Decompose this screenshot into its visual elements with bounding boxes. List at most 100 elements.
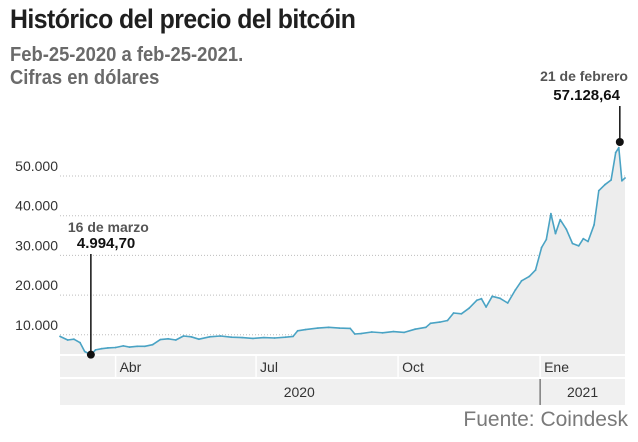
- price-point: [107, 347, 109, 349]
- year-label: 2020: [284, 384, 315, 400]
- price-point: [414, 328, 416, 331]
- chart-subtitle-date-range: Feb-25-2020 a feb-25-2021.: [10, 44, 244, 66]
- price-point: [353, 333, 356, 335]
- price-point: [624, 177, 626, 179]
- price-point: [491, 295, 494, 298]
- price-point: [360, 332, 362, 335]
- price-point: [144, 345, 146, 348]
- price-point: [151, 343, 154, 346]
- price-point: [621, 179, 623, 182]
- price-point: [174, 339, 177, 341]
- price-point: [403, 331, 406, 334]
- chart-title: Histórico del precio del bitcóin: [10, 4, 356, 34]
- price-point: [252, 337, 254, 340]
- month-tick-label: Oct: [402, 359, 424, 375]
- x-axis: Abr Jul Oct Ene 2020 2021: [114, 356, 598, 405]
- annotation-value-label: 57.128,64: [553, 87, 620, 104]
- price-point: [219, 335, 222, 337]
- price-point: [438, 321, 441, 323]
- price-point: [429, 322, 432, 325]
- price-point: [230, 336, 233, 339]
- price-point: [520, 279, 523, 282]
- annotation-marker: [86, 350, 95, 359]
- price-point: [262, 336, 265, 339]
- annotation-date-label: 21 de febrero: [540, 68, 628, 84]
- month-axis-band: [60, 356, 625, 377]
- price-point: [128, 346, 131, 348]
- month-tick-label: Abr: [120, 359, 142, 375]
- price-point: [460, 312, 463, 315]
- price-point: [392, 330, 395, 333]
- price-point: [610, 179, 612, 181]
- price-point: [499, 297, 501, 300]
- price-point: [114, 346, 117, 349]
- price-point: [528, 275, 531, 278]
- year-label: 2021: [567, 384, 598, 400]
- price-point: [425, 326, 427, 329]
- price-point: [587, 240, 589, 243]
- price-point: [370, 331, 373, 333]
- price-point: [593, 223, 595, 226]
- price-point: [182, 335, 185, 337]
- y-tick-label: 40.000: [15, 198, 58, 214]
- price-point: [304, 328, 307, 331]
- price-point: [604, 183, 606, 186]
- price-point: [577, 245, 580, 247]
- price-point: [85, 351, 88, 354]
- price-point: [316, 327, 319, 329]
- source-note: Fuente: Coindesk: [463, 408, 628, 431]
- price-point: [468, 307, 470, 310]
- price-point: [159, 338, 162, 341]
- price-point: [485, 306, 487, 308]
- month-tick-label: Ene: [544, 359, 569, 375]
- price-point: [446, 319, 449, 322]
- price-point: [100, 347, 103, 350]
- price-point: [550, 212, 552, 215]
- price-point: [66, 339, 69, 341]
- price-point: [327, 326, 330, 329]
- price-point: [381, 331, 384, 334]
- price-point: [208, 335, 211, 338]
- price-point: [349, 327, 352, 330]
- price-point: [83, 350, 86, 353]
- price-point: [565, 228, 568, 231]
- y-tick-label: 30.000: [15, 237, 58, 253]
- price-point: [534, 269, 537, 271]
- y-tick-label: 20.000: [15, 277, 58, 293]
- price-point: [338, 327, 341, 329]
- price-point: [73, 338, 75, 341]
- price-point: [292, 335, 294, 338]
- annotation-marker: [615, 138, 624, 146]
- annotation-date-label: 16 de marzo: [68, 219, 149, 235]
- price-point: [597, 189, 600, 192]
- price-point: [475, 299, 478, 302]
- y-tick-label: 10.000: [15, 317, 58, 333]
- price-point: [506, 302, 509, 304]
- annotation-value-label: 4.994,70: [77, 235, 135, 252]
- price-point: [59, 335, 61, 338]
- price-point: [241, 336, 244, 339]
- price-point: [571, 242, 574, 245]
- price-point: [273, 337, 276, 339]
- chart-subtitle-units: Cifras en dólares: [10, 67, 160, 89]
- price-point: [79, 341, 81, 344]
- price-series: [59, 146, 626, 356]
- year-axis-band: [60, 379, 625, 405]
- price-point: [136, 345, 139, 348]
- price-point: [452, 312, 455, 314]
- price-point: [480, 297, 483, 300]
- price-point: [617, 146, 620, 149]
- price-point: [559, 218, 562, 221]
- price-point: [122, 345, 125, 347]
- price-point: [545, 238, 548, 241]
- price-point: [514, 289, 517, 291]
- price-point: [167, 337, 170, 340]
- price-point: [582, 237, 585, 240]
- price-point: [614, 151, 617, 154]
- price-point: [190, 335, 193, 338]
- price-point: [296, 329, 299, 332]
- price-point: [284, 336, 287, 339]
- month-tick-label: Jul: [260, 359, 278, 375]
